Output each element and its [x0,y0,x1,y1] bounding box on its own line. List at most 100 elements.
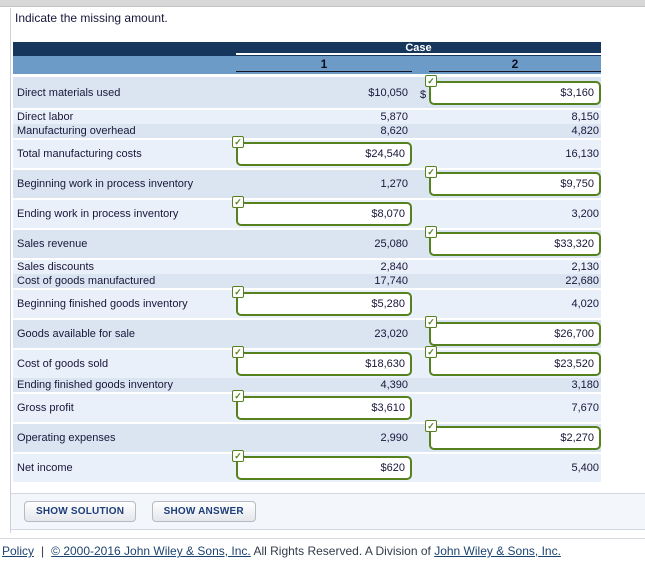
table-row: Cost of goods sold ✓ ✓ [13,346,601,378]
row-label: Operating expenses [17,432,116,444]
value-cell: 23,020 [236,320,412,348]
page-title: Indicate the missing amount. [15,11,168,25]
value-cell: 3,200 [429,200,601,228]
answer-input-wrap: ✓ [232,286,412,316]
answer-cell: ✓ [232,390,412,422]
case-header-bar: Case [13,42,601,56]
table-row: Total manufacturing costs ✓ 16,130 [13,136,601,168]
column-header-bar: 1 2 [13,56,601,74]
cell-value: 8,620 [380,125,408,137]
header-row-gap [13,74,601,77]
content-left-border [10,8,11,533]
answer-cell: ✓ [425,346,601,378]
answer-input[interactable] [429,172,601,196]
cell-value: 3,180 [571,379,599,391]
footer-link[interactable]: Policy [2,544,35,558]
case-header-label: Case [236,42,601,55]
correct-checkmark-icon: ✓ [425,166,437,178]
answer-input[interactable] [429,81,601,105]
value-cell: 2,990 [236,424,412,452]
cell-value: 22,680 [565,275,599,287]
row-label: Ending work in process inventory [17,208,179,220]
answer-input[interactable] [236,142,412,166]
value-cell: 8,150 [429,110,601,124]
answer-cell: ✓ [232,286,412,318]
answer-cell: ✓ [425,166,601,198]
table-row: Manufacturing overhead 8,620 4,820 [13,124,601,138]
table-row: Sales discounts 2,840 2,130 [13,260,601,274]
rows-container: Direct materials used$10,050✓$Direct lab… [13,75,601,482]
table-row: Operating expenses 2,990 ✓ [13,420,601,452]
row-label: Gross profit [17,402,74,414]
table-row: Goods available for sale 23,020 ✓ [13,316,601,348]
cell-value: 3,200 [571,208,599,220]
answer-input[interactable] [236,396,412,420]
cell-value: 2,840 [380,261,408,273]
cost-table: Case 1 2 Direct materials used$10,050✓$D… [13,42,601,482]
row-label: Sales discounts [17,261,95,273]
value-cell: $10,050 [236,77,412,108]
row-label: Cost of goods sold [17,358,109,370]
value-cell: 3,180 [429,378,601,392]
row-label: Manufacturing overhead [17,125,136,137]
row-label: Beginning work in process inventory [17,178,194,190]
answer-cell: ✓ [232,346,412,378]
table-row: Direct materials used $10,050 ✓ $ [13,75,601,108]
answer-input[interactable] [429,426,601,450]
answer-input[interactable] [236,456,412,480]
answer-cell: ✓ [425,316,601,348]
footer-link[interactable]: © 2000-2016 John Wiley & Sons, Inc. [51,544,251,558]
row-label: Beginning finished goods inventory [17,298,188,310]
answer-input-wrap: ✓ [232,196,412,226]
value-cell: 5,870 [236,110,412,124]
cell-value: 4,820 [571,125,599,137]
table-row: Cost of goods manufactured 17,740 22,680 [13,274,601,288]
actions-panel: SHOW SOLUTION SHOW ANSWER [11,493,645,530]
row-label: Net income [17,462,73,474]
answer-input[interactable] [429,322,601,346]
answer-input[interactable] [236,352,412,376]
answer-cell: ✓ [425,420,601,452]
answer-input[interactable] [236,292,412,316]
cell-value: 17,740 [374,275,408,287]
cell-value: 25,080 [374,238,408,250]
column-header-case2: 2 [429,57,601,72]
value-cell: 4,820 [429,124,601,138]
column-header-spacer [13,56,236,74]
answer-input[interactable] [236,202,412,226]
cell-value: 5,400 [571,462,599,474]
footer-link[interactable]: John Wiley & Sons, Inc. [434,544,561,558]
table-row: Direct labor 5,870 8,150 [13,110,601,124]
cell-value: 8,150 [571,111,599,123]
table-row: Net income ✓ 5,400 [13,450,601,482]
footer-text: All Rights Reserved. A Division of [250,544,435,558]
row-label: Sales revenue [17,238,88,250]
show-solution-button[interactable]: SHOW SOLUTION [24,501,137,522]
answer-input-wrap: ✓ [425,226,601,256]
cell-value: 4,390 [380,379,408,391]
footer-divider [0,538,645,539]
footer-separator: | [41,544,45,558]
answer-input-wrap: ✓ [232,136,412,166]
value-cell: 16,130 [429,140,601,168]
table-row: Beginning finished goods inventory ✓ 4,020 [13,286,601,318]
answer-input-wrap: ✓ [232,346,412,376]
answer-input-wrap: ✓ [232,390,412,420]
show-answer-button[interactable]: SHOW ANSWER [151,501,256,522]
value-cell: 5,400 [429,454,601,482]
value-cell: 22,680 [429,274,601,288]
answer-input[interactable] [429,352,601,376]
value-cell: 7,670 [429,394,601,422]
answer-input-wrap: ✓ [232,450,412,480]
value-cell: 17,740 [236,274,412,288]
value-cell: 1,270 [236,170,412,198]
value-cell: 4,390 [236,378,412,392]
correct-checkmark-icon: ✓ [232,346,244,358]
table-row: Ending work in process inventory ✓ 3,200 [13,196,601,228]
value-cell: 2,130 [429,260,601,274]
correct-checkmark-icon: ✓ [425,226,437,238]
cell-value: 23,020 [374,328,408,340]
answer-input[interactable] [429,232,601,256]
top-divider-bar [0,0,645,7]
cell-value: $10,050 [368,86,408,99]
